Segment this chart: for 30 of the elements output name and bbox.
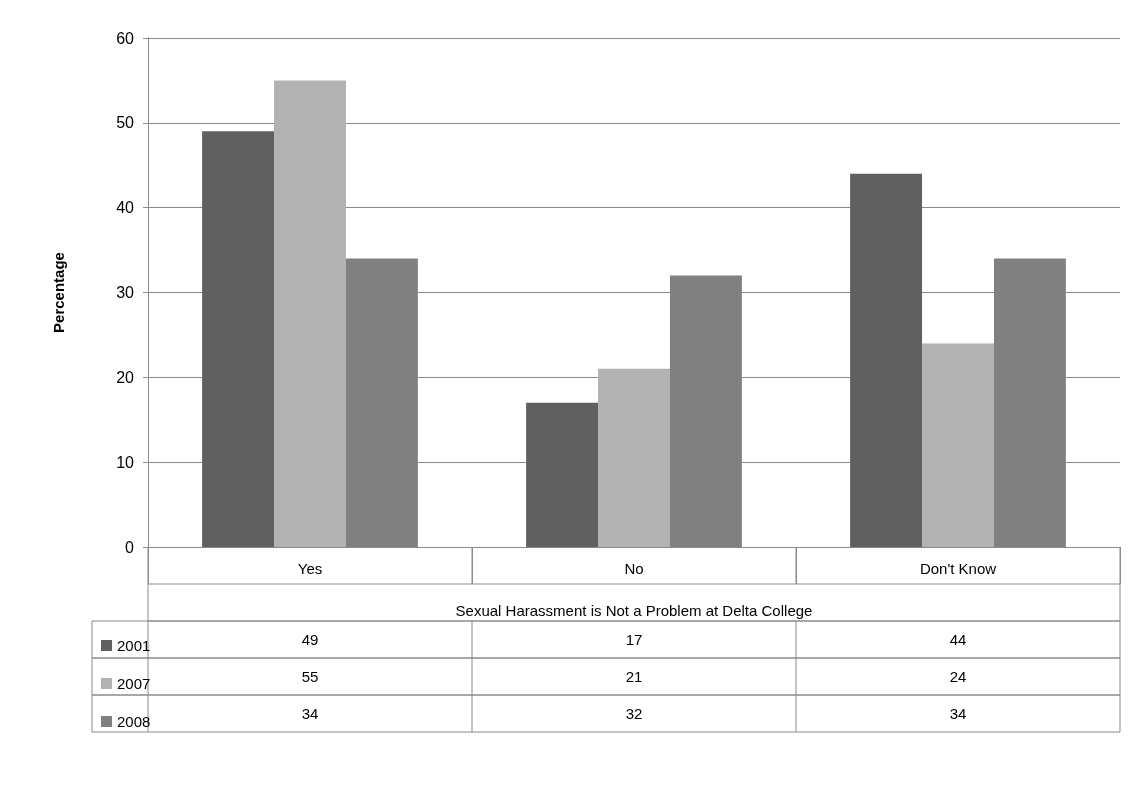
y-tick-label: 30 <box>116 284 135 301</box>
x-tick-label: Yes <box>297 560 323 577</box>
data-label: 34 <box>949 705 967 722</box>
data-label: 32 <box>625 705 643 722</box>
legend-label: 2001 <box>117 637 151 654</box>
bar <box>202 131 275 547</box>
data-label: 24 <box>949 668 967 685</box>
bar <box>598 368 670 547</box>
legend-label: 2007 <box>117 675 151 692</box>
y-tick-label: 40 <box>116 199 135 217</box>
legend-label: 2008 <box>117 713 151 730</box>
y-tick-label: 20 <box>116 368 135 386</box>
data-label: 44 <box>949 631 967 648</box>
y-tick-label: 0 <box>125 538 135 556</box>
data-label: 21 <box>625 668 643 685</box>
data-label: 55 <box>301 668 319 685</box>
y-axis-title: Percentage <box>50 252 67 333</box>
y-tick-label: 10 <box>116 453 135 471</box>
bar <box>850 173 923 547</box>
x-tick-label: No <box>624 560 644 577</box>
y-tick-label: 50 <box>116 114 135 132</box>
data-label: 49 <box>301 631 319 648</box>
x-tick-label: Don't Know <box>919 560 997 577</box>
data-label: 17 <box>625 631 643 648</box>
y-tick-label: 60 <box>116 29 135 47</box>
data-label: 34 <box>301 705 319 722</box>
bar <box>526 402 599 547</box>
bar <box>922 343 994 547</box>
x-axis-title: Sexual Harassment is Not a Problem at Delta College <box>455 601 813 619</box>
bar <box>274 80 346 547</box>
